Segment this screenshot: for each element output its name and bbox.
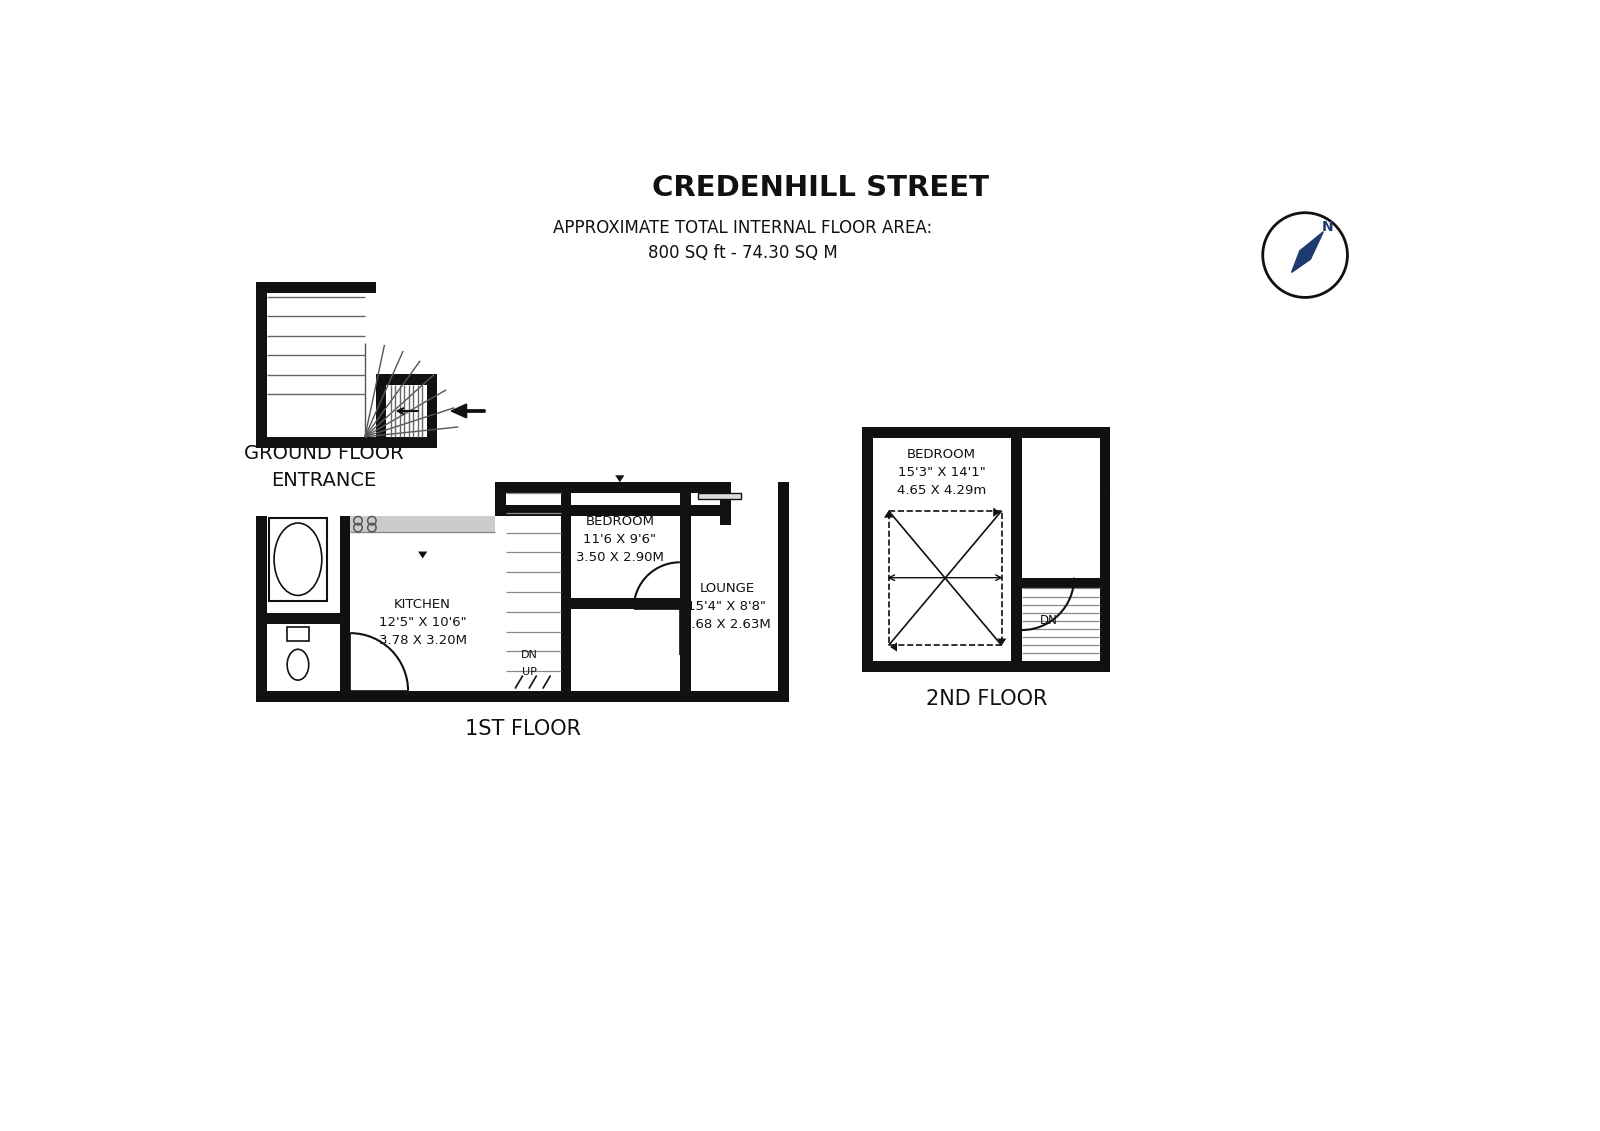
Polygon shape xyxy=(782,539,789,549)
Polygon shape xyxy=(614,475,624,482)
Bar xyxy=(267,293,365,437)
Bar xyxy=(376,374,437,448)
Polygon shape xyxy=(707,482,717,489)
Bar xyxy=(494,482,789,493)
Bar xyxy=(720,515,779,525)
Bar xyxy=(286,627,309,641)
Text: GROUND FLOOR
ENTRANCE: GROUND FLOOR ENTRANCE xyxy=(243,444,403,490)
Polygon shape xyxy=(710,694,720,701)
Bar xyxy=(256,691,789,701)
Text: 800 SQ ft - 74.30 SQ M: 800 SQ ft - 74.30 SQ M xyxy=(648,244,838,261)
Text: BEDROOM
15'3" X 14'1"
4.65 X 4.29m: BEDROOM 15'3" X 14'1" 4.65 X 4.29m xyxy=(898,449,986,498)
Text: CREDENHILL STREET: CREDENHILL STREET xyxy=(651,174,989,202)
Bar xyxy=(560,482,571,701)
Polygon shape xyxy=(1291,232,1323,273)
Text: DN: DN xyxy=(520,650,538,661)
Bar xyxy=(779,482,789,701)
Text: 2ND FLOOR: 2ND FLOOR xyxy=(926,689,1046,709)
Text: DN: DN xyxy=(1040,613,1058,627)
Text: BEDROOM
11'6 X 9'6"
3.50 X 2.90M: BEDROOM 11'6 X 9'6" 3.50 X 2.90M xyxy=(576,516,664,564)
Bar xyxy=(256,482,267,701)
Bar xyxy=(256,506,789,516)
Bar xyxy=(1022,578,1099,588)
Bar xyxy=(494,482,506,516)
Bar xyxy=(731,482,779,525)
Bar xyxy=(267,293,376,437)
Text: 1ST FLOOR: 1ST FLOOR xyxy=(464,718,581,739)
Bar xyxy=(862,661,1110,672)
Bar xyxy=(1011,438,1022,661)
Text: UP: UP xyxy=(522,667,536,677)
Ellipse shape xyxy=(286,649,309,680)
Bar xyxy=(862,426,1110,438)
Bar xyxy=(698,493,741,499)
Text: UP: UP xyxy=(430,404,440,417)
Ellipse shape xyxy=(274,523,322,595)
Polygon shape xyxy=(930,426,939,433)
Bar xyxy=(256,506,506,516)
Bar xyxy=(571,597,691,608)
Bar xyxy=(339,516,350,691)
Text: APPROXIMATE TOTAL INTERNAL FLOOR AREA:: APPROXIMATE TOTAL INTERNAL FLOOR AREA: xyxy=(554,219,933,238)
Bar xyxy=(269,518,326,601)
Bar xyxy=(720,482,731,525)
Polygon shape xyxy=(646,694,656,701)
Polygon shape xyxy=(418,552,427,559)
Bar xyxy=(267,613,339,624)
Polygon shape xyxy=(997,639,1006,646)
Bar xyxy=(256,282,376,448)
Text: LOUNGE
15'4" X 8'8"
4.68 X 2.63M: LOUNGE 15'4" X 8'8" 4.68 X 2.63M xyxy=(683,582,771,631)
Polygon shape xyxy=(1104,484,1110,493)
Bar xyxy=(267,493,779,691)
Bar xyxy=(494,482,506,506)
Text: KITCHEN
12'5" X 10'6"
3.78 X 3.20M: KITCHEN 12'5" X 10'6" 3.78 X 3.20M xyxy=(379,598,467,647)
Bar xyxy=(387,386,427,437)
Polygon shape xyxy=(883,511,893,518)
Polygon shape xyxy=(994,508,1000,517)
Polygon shape xyxy=(614,482,624,489)
Bar xyxy=(350,516,494,532)
Bar xyxy=(256,482,494,516)
Bar xyxy=(862,426,874,672)
Polygon shape xyxy=(862,484,869,493)
Bar xyxy=(1099,426,1110,672)
Polygon shape xyxy=(890,642,898,651)
Bar xyxy=(256,482,789,493)
Polygon shape xyxy=(915,665,923,672)
Text: N: N xyxy=(1322,219,1333,234)
Bar xyxy=(874,438,1099,661)
FancyArrow shape xyxy=(451,404,485,418)
Bar xyxy=(680,482,691,701)
